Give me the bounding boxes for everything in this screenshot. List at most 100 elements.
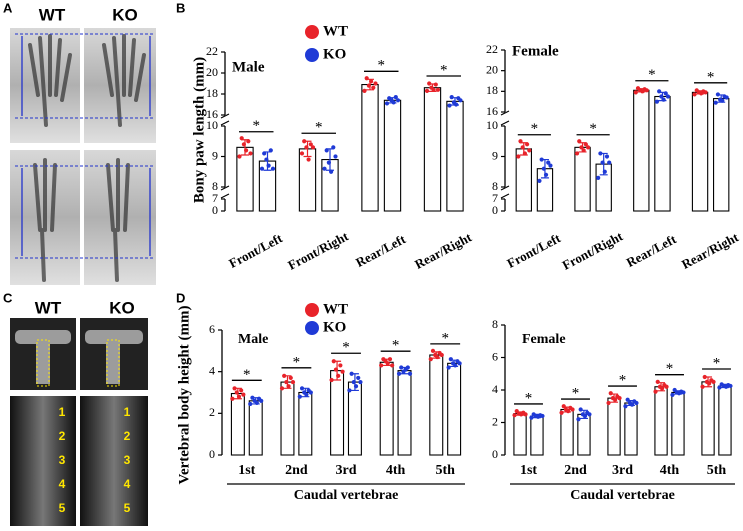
data-point (385, 361, 390, 366)
bar (429, 354, 444, 456)
data-point (326, 160, 331, 165)
y-tick-label: 18 (486, 83, 498, 97)
data-point (608, 391, 613, 396)
significance-label: * (342, 340, 350, 356)
data-point (602, 169, 607, 174)
y-tick-label: 18 (206, 86, 218, 100)
chart-title: Male (232, 59, 265, 75)
data-point (574, 151, 580, 156)
data-point (306, 157, 311, 162)
significance-label: * (713, 355, 721, 371)
data-point (541, 166, 546, 171)
data-point (713, 100, 718, 105)
data-point (347, 388, 352, 393)
data-point (457, 361, 462, 366)
data-point (299, 386, 305, 391)
vertebra-number: 3 (124, 453, 131, 467)
chart-title: Female (522, 332, 566, 347)
data-point (230, 396, 235, 401)
data-point (720, 98, 725, 103)
data-point (384, 101, 390, 106)
data-point (660, 386, 665, 391)
data-point (561, 404, 566, 409)
data-point (396, 371, 402, 376)
data-point (290, 379, 296, 385)
data-point (566, 409, 571, 414)
y-tick-label: 2 (209, 405, 215, 419)
y-tick-label: 9 (212, 148, 218, 162)
bar (397, 370, 412, 456)
panel-letter: C (3, 290, 13, 305)
legend-label: KO (323, 319, 346, 335)
y-tick-label: 0 (209, 447, 215, 461)
data-point (449, 95, 454, 100)
image-label: KO (112, 5, 138, 24)
x-tick-label: 4th (386, 463, 406, 478)
data-point (447, 103, 452, 108)
data-point (670, 392, 675, 397)
data-point (430, 348, 436, 353)
y-tick-label: 16 (486, 104, 498, 118)
data-point (351, 379, 356, 385)
data-point (663, 91, 668, 96)
data-point (279, 386, 285, 391)
data-point (232, 386, 237, 391)
data-point (525, 142, 530, 147)
vertebra-number: 3 (59, 453, 66, 467)
data-point (241, 142, 246, 147)
data-point (266, 163, 271, 168)
y-tick-label: 10 (206, 118, 218, 132)
data-point (659, 94, 664, 99)
data-point (353, 384, 359, 389)
data-point (543, 172, 549, 177)
y-tick-label: 8 (492, 179, 498, 193)
data-point (435, 354, 440, 360)
data-point (579, 145, 584, 150)
data-point (654, 99, 660, 104)
data-point (244, 148, 249, 153)
data-point (629, 402, 635, 407)
vertebra-number: 4 (124, 477, 131, 491)
bar (383, 99, 402, 212)
y-axis-title: Bony paw length (mm) (191, 57, 207, 203)
bar (624, 402, 638, 456)
data-point (707, 381, 712, 386)
data-point (264, 157, 269, 162)
bar (718, 385, 732, 456)
y-tick-label: 4 (492, 382, 498, 396)
data-point (302, 139, 307, 144)
bar (230, 392, 245, 456)
x-tick-label: 4th (660, 463, 680, 478)
x-tick-label: 3rd (336, 463, 357, 478)
data-point (424, 88, 430, 93)
bar (361, 84, 379, 212)
data-point (559, 410, 564, 415)
data-point (369, 79, 374, 84)
data-point (570, 407, 575, 412)
y-tick-label: 0 (492, 447, 498, 461)
x-tick-label: 5th (435, 463, 455, 478)
y-tick-label: 7 (492, 191, 498, 205)
vertebra-images (10, 318, 148, 526)
data-point (284, 379, 289, 385)
y-axis-title: Vertebral body height (mm) (176, 305, 192, 484)
vertebra-number: 2 (124, 429, 131, 443)
data-point (331, 145, 336, 150)
x-tick-label: Front/Left (504, 230, 563, 271)
significance-label: * (648, 67, 656, 83)
vertebra-number: 4 (59, 477, 66, 491)
x-tick-label: Rear/Right (679, 229, 741, 272)
data-point (340, 369, 345, 374)
data-point (435, 87, 441, 92)
x-axis-title: Caudal vertebrae (570, 488, 675, 503)
panel-letter: D (176, 290, 185, 305)
data-point (373, 81, 378, 86)
data-point (653, 389, 658, 394)
data-point (393, 95, 398, 100)
data-point (585, 145, 591, 150)
y-tick-label: 22 (206, 44, 218, 58)
data-point (634, 400, 639, 406)
data-point (581, 148, 586, 153)
significance-label: * (293, 354, 301, 370)
data-point (288, 375, 293, 381)
